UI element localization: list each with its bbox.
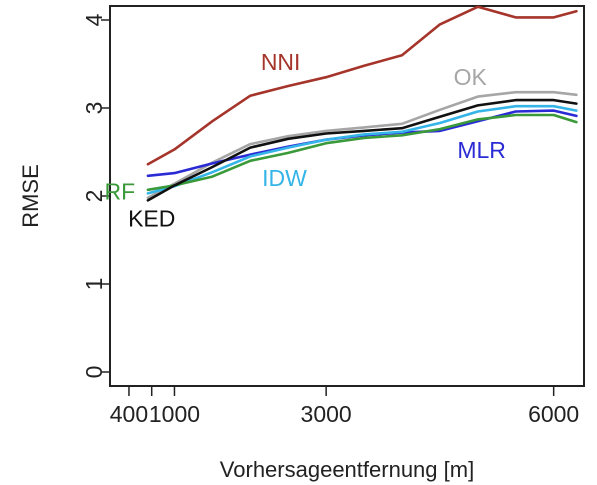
y-tick-label: 2 [81, 190, 107, 203]
x-tick-label: 400 [110, 401, 148, 427]
x-axis-title: Vorhersageentfernung [m] [220, 457, 474, 482]
series-line-ok [146, 90, 578, 200]
x-tick-label: 1000 [149, 401, 200, 427]
plot-frame [109, 5, 585, 387]
series-line-rf [146, 113, 578, 192]
y-tick-label: 0 [81, 366, 107, 379]
series-lines [146, 5, 578, 202]
series-label-rf: RF [105, 178, 136, 204]
x-axis: 400 1000 3000 6000 [110, 386, 579, 427]
series-line-nni [146, 5, 578, 166]
series-label-nni: NNI [261, 49, 301, 75]
y-axis-title: RMSE [18, 164, 43, 228]
y-tick-label: 1 [81, 278, 107, 291]
series-label-ok: OK [454, 64, 488, 90]
series-label-idw: IDW [262, 165, 307, 191]
y-tick-label: 4 [81, 13, 107, 26]
x-tick-label: 6000 [528, 401, 579, 427]
y-tick-label: 3 [81, 102, 107, 115]
series-label-ked: KED [128, 206, 175, 232]
series-line-ked [146, 98, 578, 202]
series-line-idw [146, 104, 578, 195]
x-tick-label: 3000 [301, 401, 352, 427]
series-label-mlr: MLR [457, 137, 506, 163]
y-axis: 0 1 2 3 4 [81, 13, 110, 378]
